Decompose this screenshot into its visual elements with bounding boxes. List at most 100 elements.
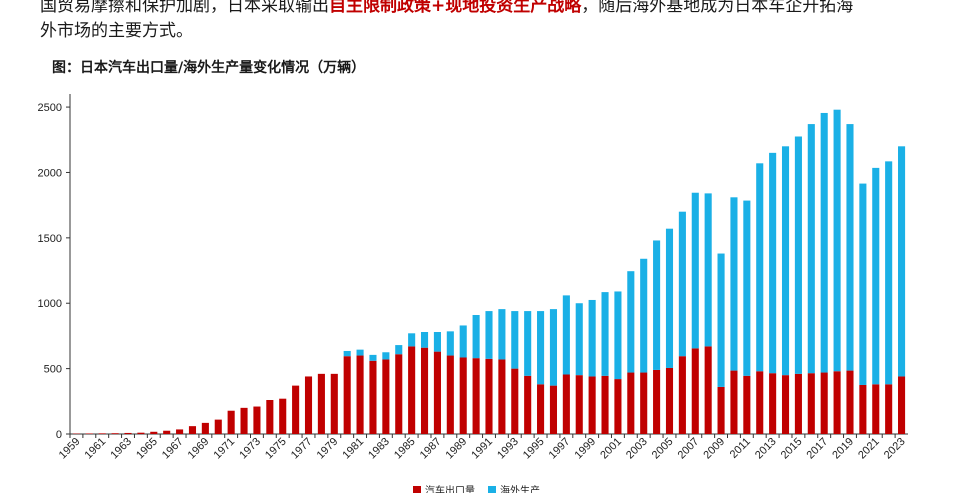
- bar-export-2001: [614, 379, 622, 434]
- bar-export-2005: [665, 367, 674, 434]
- x-tick-label: 2011: [728, 436, 753, 461]
- bar-export-2003: [640, 372, 648, 434]
- bar-overseas-1984: [395, 345, 403, 355]
- x-tick-label: 1969: [186, 436, 212, 462]
- bar-export-1961: [98, 433, 106, 434]
- bar-overseas-2022: [885, 161, 893, 385]
- x-tick-label: 1971: [211, 436, 237, 462]
- x-tick-label: 1997: [547, 436, 573, 462]
- bar-export-2020: [859, 384, 867, 434]
- x-tick-label: 2013: [753, 436, 779, 462]
- bar-overseas-2020: [859, 183, 867, 385]
- bar-export-2008: [704, 346, 712, 434]
- bar-overseas-1982: [369, 354, 377, 361]
- bar-export-1964: [137, 432, 145, 434]
- bar-overseas-2001: [614, 291, 622, 380]
- y-tick-label: 500: [44, 364, 62, 376]
- bar-export-1986: [420, 347, 429, 434]
- legend-label-export: 汽车出口量: [425, 484, 475, 493]
- legend-swatch-export: [413, 486, 421, 493]
- bar-export-2018: [833, 371, 841, 434]
- x-tick-label: 2001: [598, 436, 624, 462]
- bar-export-1966: [163, 430, 171, 434]
- bar-export-1988: [446, 355, 454, 434]
- bar-export-1984: [395, 354, 403, 434]
- y-tick-label: 1500: [38, 233, 62, 245]
- x-tick-label: 1967: [160, 436, 186, 462]
- bar-overseas-2005: [665, 228, 674, 368]
- bar-overseas-1992: [498, 309, 506, 360]
- bar-export-1993: [511, 368, 519, 434]
- x-tick-label: 1993: [495, 436, 521, 462]
- bar-export-2016: [807, 373, 815, 434]
- bar-export-1991: [485, 358, 493, 434]
- bar-overseas-1991: [485, 311, 493, 359]
- bar-overseas-1999: [588, 299, 596, 377]
- bar-overseas-2011: [743, 200, 751, 376]
- bar-export-1997: [562, 374, 570, 434]
- figure-title: 图：日本汽车出口量/海外生产量变化情况（万辆）: [52, 60, 366, 76]
- bar-overseas-2019: [846, 124, 854, 371]
- bar-export-1967: [176, 429, 184, 434]
- x-tick-label: 2009: [701, 436, 727, 462]
- x-tick-label: 2015: [779, 436, 805, 462]
- y-tick-label: 1000: [38, 298, 62, 310]
- x-tick-label: 2017: [805, 436, 831, 462]
- bar-overseas-1988: [446, 331, 454, 356]
- bar-overseas-2012: [756, 163, 764, 372]
- x-tick-label: 1975: [263, 436, 289, 462]
- bar-export-1979: [330, 373, 338, 434]
- bar-export-2015: [794, 373, 802, 434]
- x-tick-label: 1977: [289, 436, 315, 462]
- x-tick-label: 2005: [650, 436, 676, 462]
- bar-export-2002: [627, 372, 635, 434]
- bar-export-1969: [201, 422, 209, 434]
- bar-export-1994: [524, 375, 532, 434]
- bar-overseas-2017: [820, 112, 828, 373]
- bar-overseas-2016: [807, 124, 815, 374]
- bar-export-2000: [601, 375, 609, 434]
- bar-export-1968: [188, 426, 197, 434]
- x-tick-label: 1987: [418, 436, 444, 462]
- bar-export-2019: [846, 370, 854, 434]
- bar-export-1971: [227, 410, 235, 434]
- bar-overseas-1998: [575, 303, 583, 376]
- bar-export-1963: [124, 432, 132, 434]
- bar-export-2013: [769, 373, 777, 434]
- bar-overseas-1993: [511, 311, 519, 369]
- bar-overseas-1995: [537, 311, 545, 385]
- bar-overseas-1997: [562, 295, 570, 375]
- bar-overseas-2010: [730, 197, 738, 371]
- bar-overseas-1996: [549, 309, 558, 386]
- bar-export-1965: [150, 431, 158, 434]
- bar-overseas-2003: [640, 258, 648, 373]
- x-tick-label: 1981: [340, 436, 366, 462]
- x-tick-label: 2021: [856, 436, 882, 462]
- bar-overseas-1989: [459, 325, 467, 358]
- y-tick-label: 0: [56, 429, 62, 441]
- bar-export-1992: [498, 359, 506, 434]
- bar-overseas-1987: [433, 332, 441, 352]
- bar-export-2006: [678, 356, 686, 434]
- bar-export-1980: [343, 356, 351, 434]
- x-tick-label: 1961: [83, 436, 109, 462]
- bar-export-1973: [253, 406, 261, 434]
- bar-overseas-2023: [898, 146, 906, 377]
- bar-export-1996: [549, 385, 558, 434]
- bar-export-1975: [279, 398, 287, 434]
- bar-export-2021: [872, 384, 880, 434]
- x-tick-label: 2003: [624, 436, 650, 462]
- bar-overseas-2009: [717, 253, 725, 387]
- bar-export-2004: [653, 369, 661, 434]
- bar-overseas-1986: [420, 332, 429, 348]
- bar-export-1990: [472, 358, 480, 434]
- bar-overseas-1994: [524, 311, 532, 376]
- x-tick-label: 2019: [830, 436, 856, 462]
- bar-export-1985: [408, 346, 416, 434]
- bar-overseas-2008: [704, 193, 712, 347]
- bar-overseas-2002: [627, 271, 635, 373]
- bar-export-1970: [214, 419, 222, 434]
- bar-export-1978: [317, 373, 325, 434]
- bar-export-2010: [730, 370, 738, 434]
- bar-export-1983: [382, 359, 390, 434]
